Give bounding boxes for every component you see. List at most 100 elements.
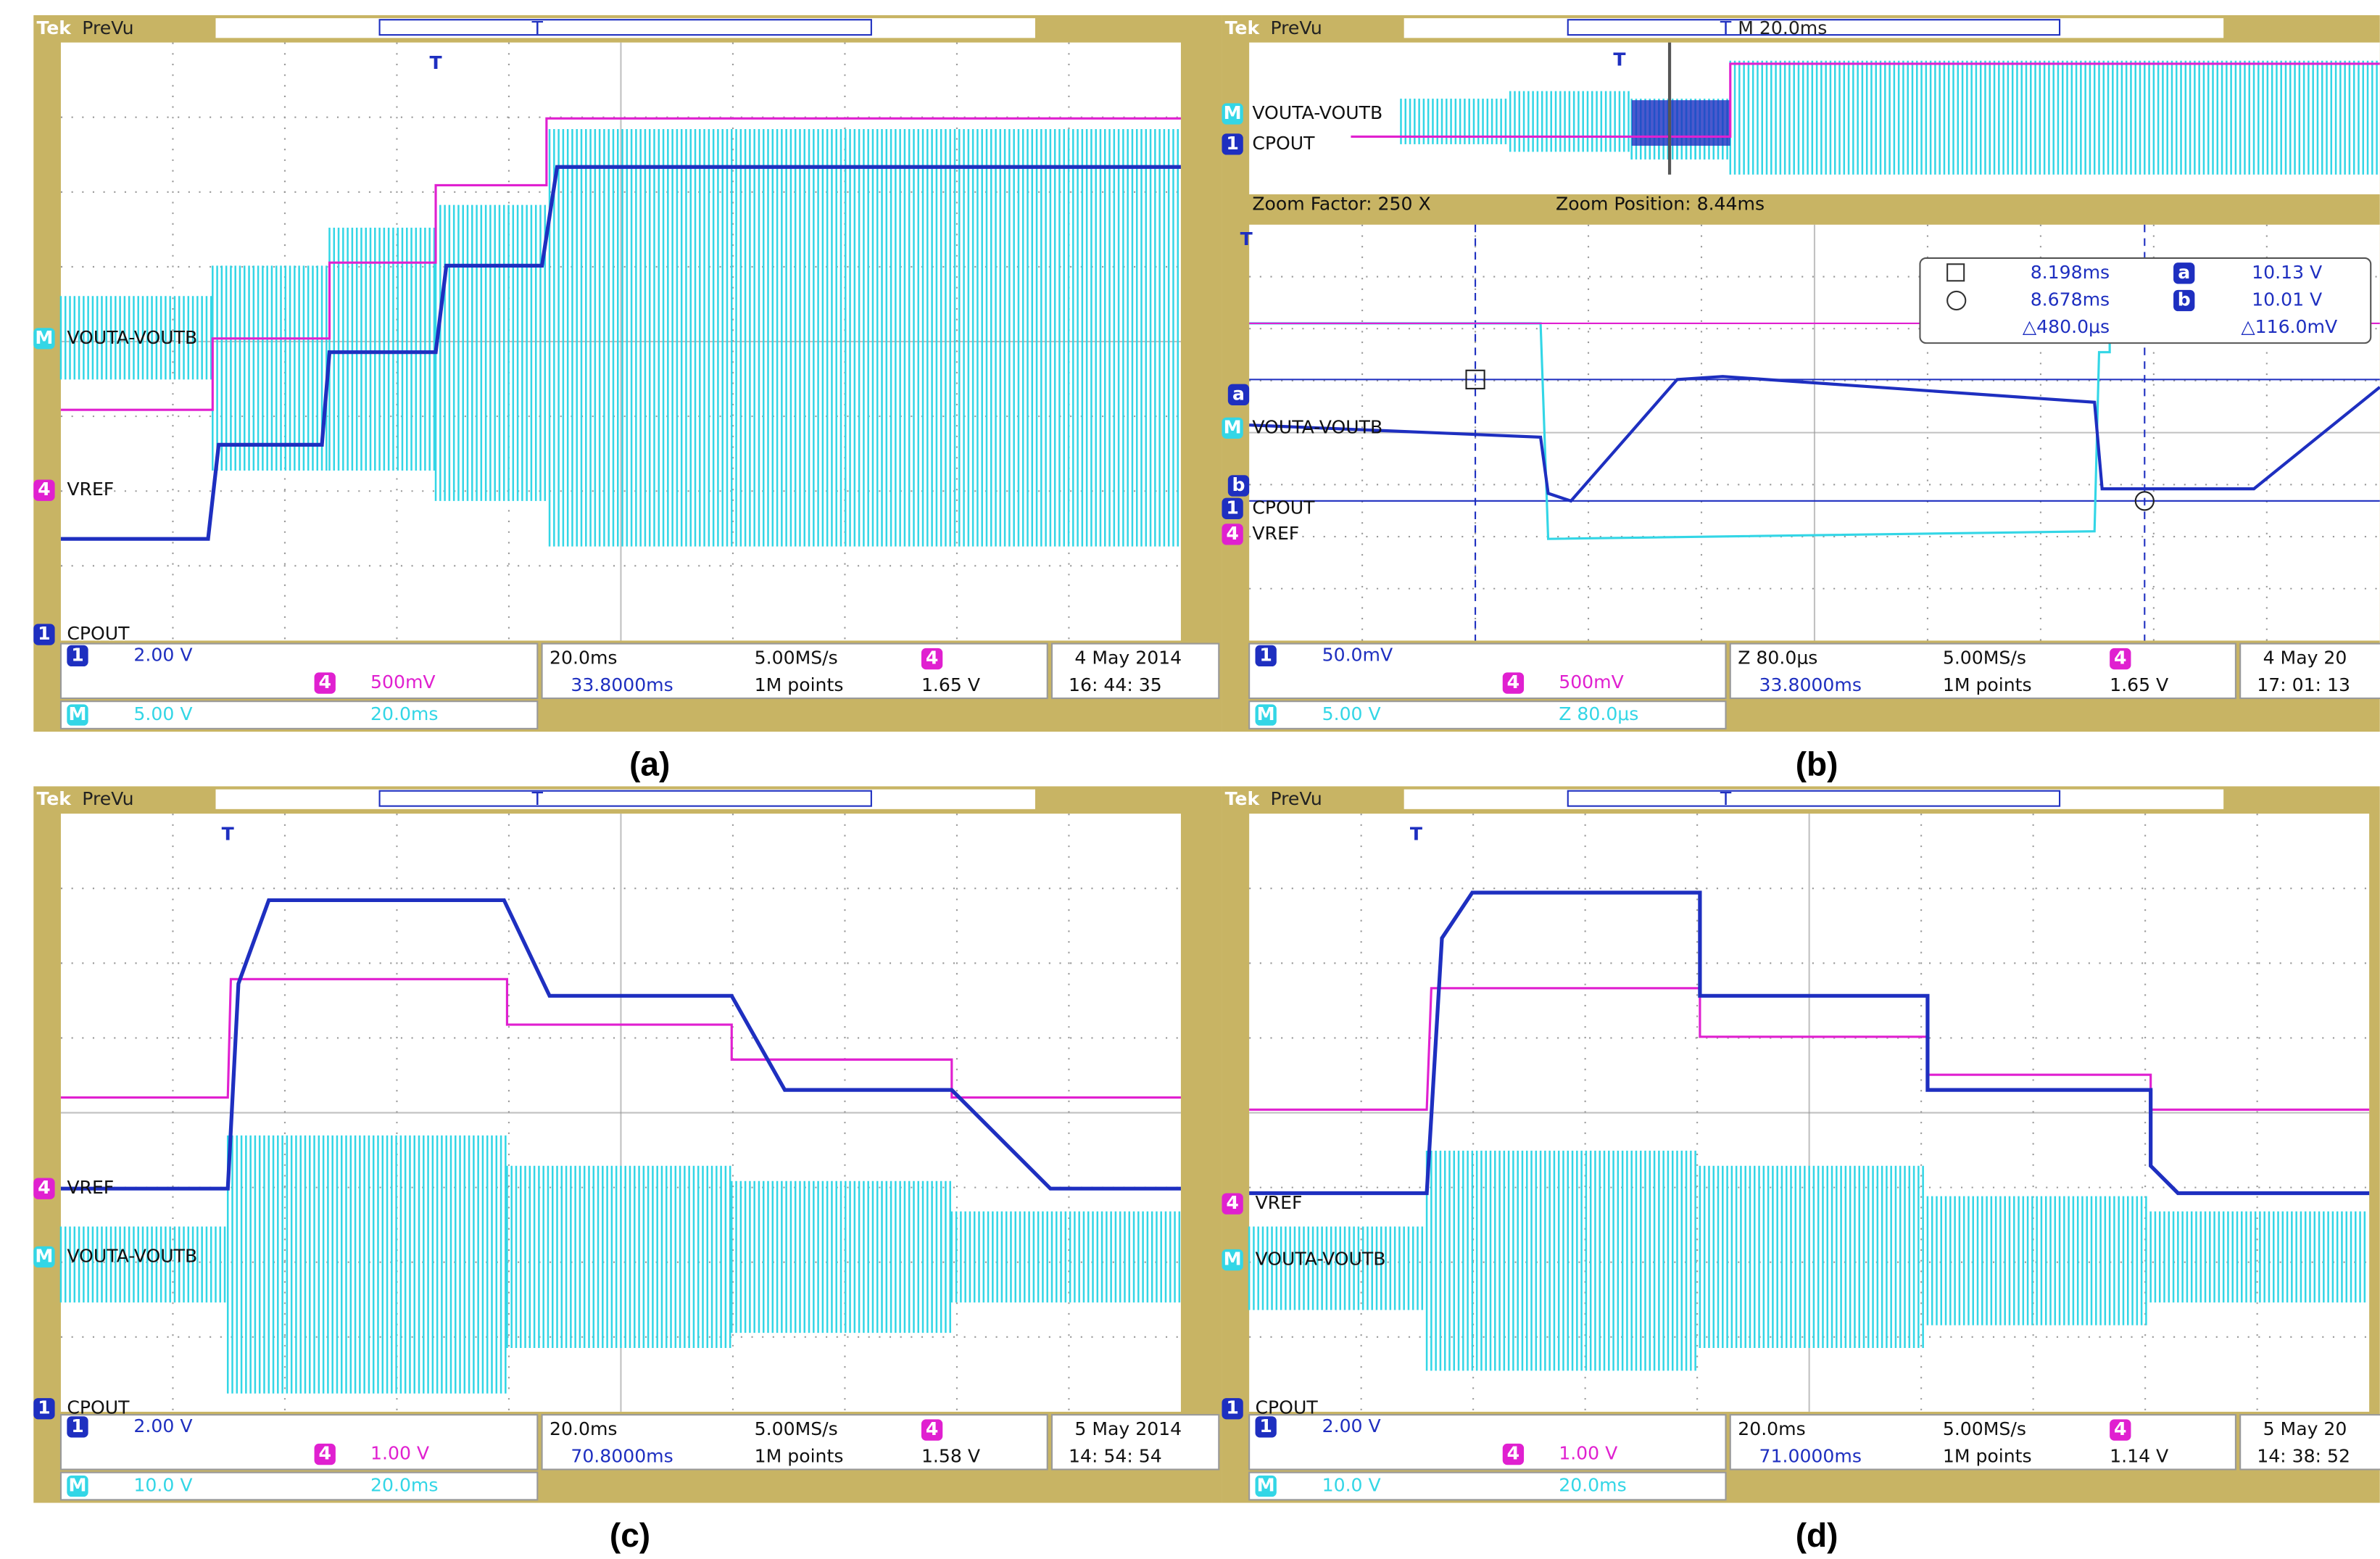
- math-box: [61, 701, 537, 729]
- ch4-badge-text: 4: [318, 671, 331, 692]
- ch4-scale: 500mV: [1559, 671, 1624, 692]
- timebase: 20.0ms: [550, 1418, 617, 1439]
- figure: Tek PreVu T T M VOUTA-VOUTB 4 VREF 1 CPOUT 1 2.00 V…: [0, 0, 2380, 1559]
- trigger-source-badge-text: 4: [2114, 1418, 2126, 1439]
- trigger-source-badge-text: 4: [926, 648, 938, 669]
- time: 14: 54: 54: [1069, 1446, 1162, 1467]
- cursor-readout: 8.198ms8.678ms△480.0μsab10.13 V10.01 V△1…: [1920, 258, 2371, 343]
- trace-label: VOUTA-VOUTB: [67, 1245, 197, 1266]
- sample-rate: 5.00MS/s: [755, 1418, 838, 1439]
- timebase: 20.0ms: [550, 648, 617, 669]
- ch4-scale: 500mV: [370, 671, 436, 692]
- trigger-position: 70.8000ms: [571, 1446, 673, 1467]
- math-time: 20.0ms: [370, 1475, 438, 1496]
- ch4-badge-text: 4: [318, 1443, 331, 1464]
- zoom-position: Zoom Position: 8.44ms: [1556, 194, 1765, 215]
- cursor-value: △480.0μs: [2023, 316, 2110, 337]
- trace-badge-text: 4: [1226, 1192, 1238, 1213]
- date: 5 May 20: [2263, 1418, 2347, 1439]
- mode: PreVu: [1270, 788, 1322, 809]
- time: 16: 44: 35: [1069, 674, 1162, 695]
- ch1-scale: 2.00 V: [1322, 1415, 1381, 1436]
- math-time: Z 80.0μs: [1559, 703, 1638, 724]
- math-badge-text: M: [1257, 703, 1275, 724]
- math-badge-text: M: [68, 1475, 86, 1496]
- ch1-scale: 50.0mV: [1322, 644, 1393, 665]
- trigger-marker-top: T: [1720, 17, 1732, 38]
- overview-timebase: M 20.0ms: [1738, 17, 1827, 38]
- trigger-position: 71.0000ms: [1759, 1446, 1862, 1467]
- trace-badge-text: M: [35, 327, 53, 348]
- math-scale: 10.0 V: [133, 1475, 192, 1496]
- trigger-marker: T: [222, 823, 234, 844]
- timebase: Z 80.0μs: [1738, 648, 1817, 669]
- trigger-source-badge-text: 4: [2114, 648, 2126, 669]
- trigger-level: 1.65 V: [2110, 674, 2168, 695]
- ch4-scale: 1.00 V: [370, 1443, 429, 1464]
- trigger-level: 1.65 V: [921, 674, 980, 695]
- trace-badge-text: 4: [38, 479, 50, 500]
- page: {"badges": {"ch1": "1", "ch4": "4", "mat…: [0, 0, 2380, 1559]
- trace-badge-text: 1: [38, 1397, 50, 1418]
- overview-trace-label: CPOUT: [1252, 133, 1315, 154]
- trigger-marker-top: T: [1720, 788, 1732, 809]
- overview-cpout-block: [1632, 100, 1730, 146]
- trace-badge-text: 1: [1226, 497, 1238, 518]
- channel-box: [1249, 1415, 1725, 1469]
- trace-badge-text: M: [1224, 1249, 1242, 1270]
- panel-label: (b): [1796, 745, 1838, 782]
- trace-badge-text: M: [1224, 416, 1242, 437]
- channel-box: [61, 1415, 537, 1469]
- channel-box: [61, 644, 537, 698]
- cursor-value: △116.0mV: [2241, 316, 2337, 337]
- trace-label: VOUTA-VOUTB: [67, 327, 197, 348]
- math-badge-text: M: [68, 703, 86, 724]
- ch1-scale: 2.00 V: [133, 1415, 192, 1436]
- math-scale: 10.0 V: [1322, 1475, 1381, 1496]
- trace-badge-text: 4: [1226, 523, 1238, 544]
- math-box: [1249, 1473, 1725, 1500]
- trace-label: VREF: [67, 1177, 114, 1198]
- ch4-badge-text: 4: [1507, 671, 1519, 692]
- trace-label: VOUTA-VOUTB: [1252, 416, 1382, 437]
- trigger-level: 1.14 V: [2110, 1446, 2168, 1467]
- record-length: 1M points: [1943, 674, 2032, 695]
- mode: PreVu: [82, 17, 133, 38]
- ch1-badge-text: 1: [71, 1415, 83, 1436]
- date: 4 May 20: [2263, 648, 2347, 669]
- ch4-badge-text: 4: [1507, 1443, 1519, 1464]
- sample-rate: 5.00MS/s: [1943, 1418, 2026, 1439]
- math-box: [1249, 701, 1725, 729]
- ch1-scale: 2.00 V: [133, 644, 192, 665]
- math-box: [61, 1473, 537, 1500]
- overview-trace-label: VOUTA-VOUTB: [1252, 102, 1382, 123]
- cursor-value: 10.01 V: [2252, 289, 2322, 310]
- trace-label: CPOUT: [1252, 497, 1315, 518]
- math-scale: 5.00 V: [133, 703, 192, 724]
- record-length: 1M points: [755, 1446, 844, 1467]
- trace-badge-text: 1: [1226, 1397, 1238, 1418]
- time: 17: 01: 13: [2257, 674, 2350, 695]
- panel-label: (d): [1796, 1516, 1838, 1554]
- date: 5 May 2014: [1074, 1418, 1182, 1439]
- cursor-value: 10.13 V: [2252, 262, 2322, 283]
- sample-rate: 5.00MS/s: [755, 648, 838, 669]
- trigger-position: 33.8000ms: [571, 674, 673, 695]
- trigger-marker: T: [1613, 49, 1625, 70]
- panel-label: (c): [610, 1516, 650, 1554]
- timebase: 20.0ms: [1738, 1418, 1805, 1439]
- trigger-level: 1.58 V: [921, 1446, 980, 1467]
- trace-label: VOUTA-VOUTB: [1256, 1249, 1386, 1270]
- ch1-badge-text: 1: [1259, 644, 1272, 665]
- trigger-marker: T: [429, 52, 441, 73]
- trace-label: VREF: [1252, 523, 1299, 544]
- cursor-value: 8.198ms: [2031, 262, 2110, 283]
- panel-label: (a): [629, 745, 670, 782]
- cursor-value: 8.678ms: [2031, 289, 2110, 310]
- brand: Tek: [36, 17, 72, 38]
- trace-badge-text: 1: [38, 623, 50, 644]
- overview-trace-badge-text: M: [1224, 102, 1242, 123]
- cursor-b-badge-text: b: [2178, 289, 2191, 310]
